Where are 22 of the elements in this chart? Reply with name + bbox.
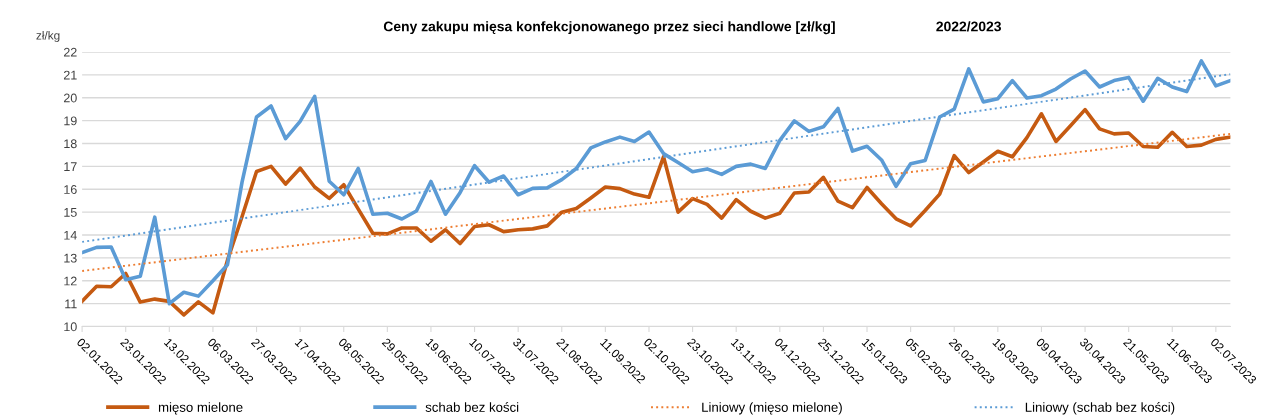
- y-tick-label: 12: [64, 276, 77, 286]
- line-series: [82, 59, 1231, 306]
- legend-label: mięso mielone: [158, 402, 243, 415]
- y-tick-label: 13: [64, 253, 77, 263]
- chart-title: Ceny zakupu mięsa konfekcjonowanego przez sieci handlowe [zł/kg]: [383, 21, 835, 35]
- legend-label: schab bez kości: [425, 402, 519, 412]
- y-axis-title: zł/kg: [36, 30, 60, 42]
- y-tick-label: 22: [63, 47, 77, 57]
- line-series: [82, 107, 1231, 317]
- y-tick-label: 21: [63, 70, 77, 80]
- y-tick-label: 19: [64, 116, 77, 126]
- y-tick-label: 15: [64, 208, 77, 217]
- y-tick-label: 17: [64, 162, 77, 171]
- y-tick-label: 18: [64, 139, 77, 149]
- y-tick-label: 16: [64, 185, 77, 194]
- y-tick-label: 14: [64, 230, 77, 240]
- y-tick-label: 11: [65, 299, 77, 309]
- legend-label: Liniowy (mięso mielone): [702, 402, 842, 415]
- chart-subtitle: 2022/2023: [936, 21, 1001, 32]
- y-tick-label: 10: [64, 322, 77, 332]
- y-tick-label: 20: [63, 93, 77, 103]
- legend-label: Liniowy (schab bez kości): [1025, 402, 1175, 415]
